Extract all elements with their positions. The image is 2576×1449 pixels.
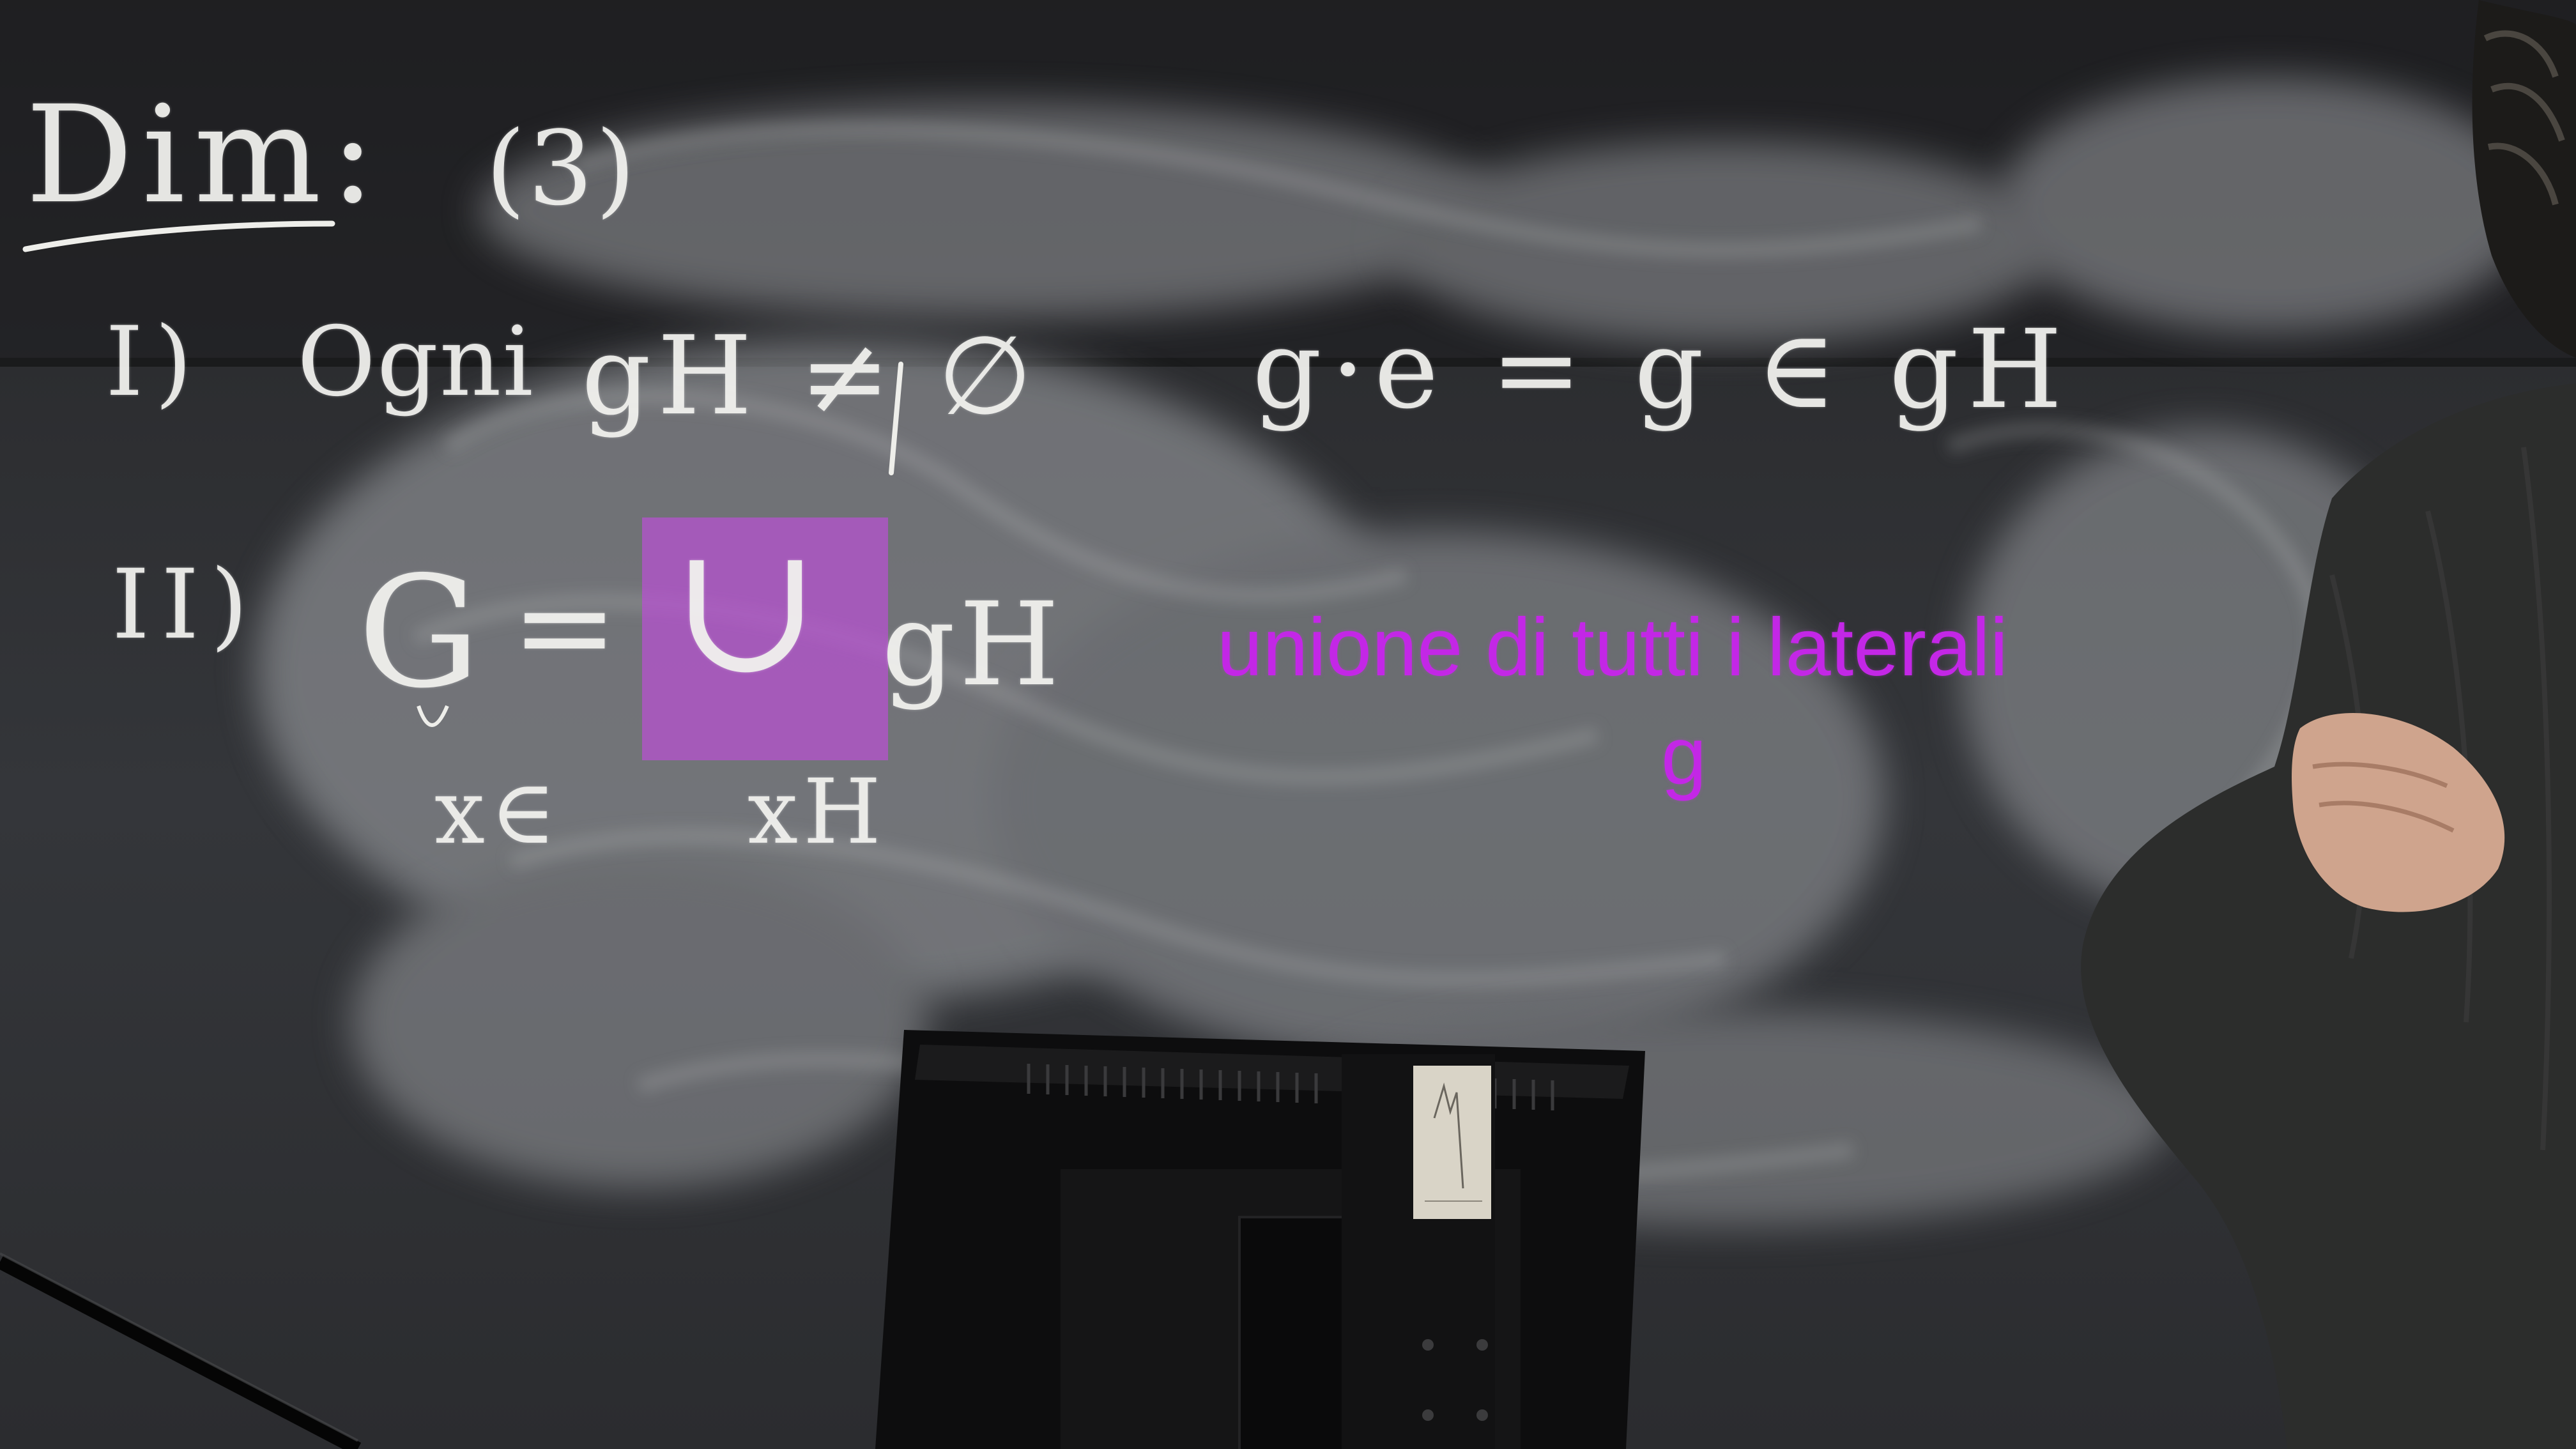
item-one-word: Ogni (297, 307, 535, 418)
item-two-union: ∪ (671, 505, 832, 713)
heading-underline (22, 220, 335, 252)
union-highlight (642, 518, 888, 760)
overlay-caption: unione di tutti i laterali (1217, 602, 2009, 693)
item-two-numeral: II) (112, 549, 260, 661)
empty-set-slash (889, 362, 903, 475)
item-two-subscript-right: xH (747, 760, 887, 864)
computer-monitor (875, 1030, 1645, 1449)
proof-number: (3) (486, 109, 638, 228)
item-one-expression: gH ≠ ∅ (581, 313, 1039, 440)
item-two-equals: = (511, 553, 630, 702)
subset-mark (417, 705, 449, 727)
item-one-numeral: I) (105, 307, 204, 418)
proof-heading: Dim: (26, 77, 385, 233)
pointer-stick (0, 1255, 362, 1449)
item-one-right-expression: g·e = g ∈ gH (1252, 307, 2071, 433)
item-two-G: G (358, 543, 492, 722)
item-two-gH: gH (882, 578, 1064, 712)
lecturer (2081, 0, 2576, 1449)
paper-note (1413, 1066, 1491, 1219)
item-two-subscript-left: x∈ (434, 760, 562, 864)
overlay-caption-line2: g (1661, 710, 1707, 802)
